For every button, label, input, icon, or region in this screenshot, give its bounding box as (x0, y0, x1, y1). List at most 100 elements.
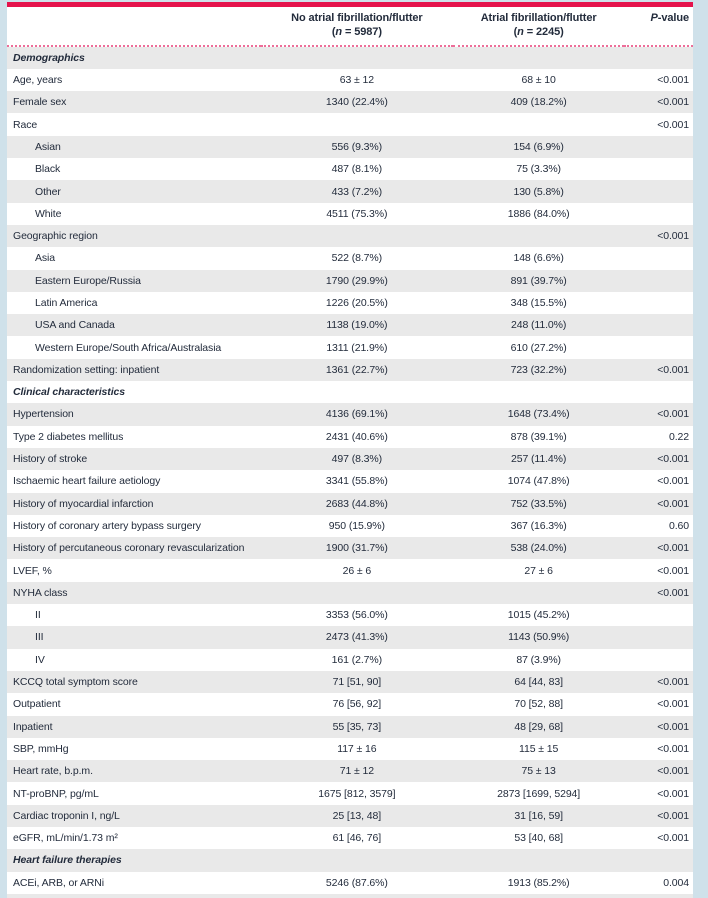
row-label: History of coronary artery bypass surger… (13, 519, 201, 532)
row-label: Eastern Europe/Russia (35, 274, 141, 287)
p-value (624, 604, 693, 626)
row-label: Female sex (13, 96, 67, 109)
p-value: <0.001 (657, 742, 689, 755)
value-af: 2873 [1699, 5294] (497, 787, 581, 800)
table-row: Cardiac troponin I, ng/L 25 [13, 48] 31 [1… (7, 804, 693, 827)
row-label: Ischaemic heart failure aetiology (13, 475, 161, 488)
p-value (624, 314, 693, 336)
row-label: Heart failure therapies (13, 854, 122, 867)
table-row: Geographic region <0.001 (7, 224, 693, 248)
value-af (453, 381, 625, 403)
row-label: Latin America (35, 297, 98, 309)
table-row: Age, years 63 ± 12 68 ± 10 <0.001 (7, 69, 693, 91)
value-af: 1648 (73.4%) (507, 408, 570, 421)
p-value: <0.001 (657, 698, 689, 711)
value-af: 154 (6.9%) (513, 140, 564, 153)
row-label: ACEi, ARB, or ARNi (13, 876, 104, 889)
row-label: LVEF, % (13, 564, 52, 577)
value-no-af: 71 ± 12 (339, 765, 374, 778)
value-af: 248 (11.0%) (510, 319, 567, 332)
row-label: Outpatient (13, 698, 61, 711)
p-value: <0.001 (657, 475, 689, 488)
p-value (624, 292, 693, 314)
table-row: Asian 556 (9.3%) 154 (6.9%) (7, 135, 693, 159)
table-row: Black 487 (8.1%) 75 (3.3%) (7, 158, 693, 180)
p-value (624, 849, 693, 871)
table-row: NYHA class <0.001 (7, 581, 693, 605)
table-row: eGFR, mL/min/1.73 m² 61 [46, 76] 53 [40, 6… (7, 827, 693, 849)
table-row: II 3353 (56.0%) 1015 (45.2%) (7, 604, 693, 626)
value-af: 1913 (85.2%) (507, 876, 570, 889)
value-no-af: 61 [46, 76] (332, 832, 382, 845)
p-value: <0.001 (657, 787, 689, 800)
value-no-af: 1790 (29.9%) (325, 274, 388, 287)
value-af: 891 (39.7%) (510, 274, 567, 287)
row-label: Western Europe/South Africa/Australasia (35, 341, 222, 354)
p-value (624, 180, 693, 202)
table-row: IV 161 (2.7%) 87 (3.9%) (7, 649, 693, 671)
row-label: History of percutaneous coronary revascu… (13, 542, 245, 555)
row-label: II (35, 609, 41, 622)
data-table: No atrial fibrillation/flutter (n = 5987… (7, 7, 693, 894)
value-no-af: 5246 (87.6%) (325, 876, 388, 889)
value-af: 367 (16.3%) (510, 519, 567, 532)
value-no-af: 161 (2.7%) (331, 653, 383, 666)
row-label: KCCQ total symptom score (13, 676, 138, 689)
value-no-af: 1311 (21.9%) (326, 341, 388, 354)
value-no-af (261, 849, 453, 871)
value-no-af: 2431 (40.6%) (325, 430, 388, 443)
header-no-af-column: No atrial fibrillation/flutter (n = 5987… (260, 7, 453, 47)
table-row: Hypertension 4136 (69.1%) 1648 (73.4%) <0.0… (7, 403, 693, 426)
value-no-af: 117 ± 16 (337, 742, 377, 755)
value-af: 48 [29, 68] (514, 720, 563, 733)
value-no-af: 433 (7.2%) (331, 185, 383, 198)
table-row: Randomization setting: inpatient 1361 (22… (7, 358, 693, 382)
section-row: Clinical characteristics (7, 381, 693, 403)
value-af: 538 (24.0%) (510, 542, 567, 555)
table-row: Outpatient 76 [56, 92] 70 [52, 88] <0.001 (7, 693, 693, 715)
header-pvalue: P-value (624, 7, 693, 47)
value-af (453, 46, 625, 69)
value-af: 87 (3.9%) (516, 653, 561, 666)
baseline-characteristics-table: No atrial fibrillation/flutter (n = 5987… (7, 2, 693, 898)
p-value: <0.001 (657, 497, 689, 510)
header-af-column: Atrial fibrillation/flutter (n = 2245) (452, 7, 625, 47)
table-row: Heart rate, b.p.m. 71 ± 12 75 ± 13 <0.001 (7, 760, 693, 783)
table-row: III 2473 (41.3%) 1143 (50.9%) (7, 626, 693, 649)
p-value (624, 136, 693, 158)
table-row: Western Europe/South Africa/Australasia 1… (7, 336, 693, 358)
value-af: 610 (27.2%) (510, 341, 567, 354)
value-no-af: 2473 (41.3%) (325, 631, 388, 644)
header-af-n: (n = 2245) (513, 26, 564, 39)
value-af: 878 (39.1%) (510, 430, 567, 443)
table-row: White 4511 (75.3%) 1886 (84.0%) (7, 203, 693, 225)
value-af: 752 (33.5%) (510, 497, 567, 510)
row-label: NT-proBNP, pg/mL (13, 787, 99, 800)
row-label: Type 2 diabetes mellitus (13, 430, 124, 443)
row-label: Black (35, 163, 61, 176)
value-no-af: 3341 (55.8%) (325, 475, 388, 488)
row-label: Cardiac troponin I, ng/L (13, 809, 120, 822)
row-label: White (35, 207, 62, 220)
p-value: <0.001 (657, 408, 689, 421)
value-no-af: 487 (8.1%) (331, 163, 383, 176)
value-no-af: 1340 (22.4%) (325, 96, 388, 109)
value-af: 1886 (84.0%) (507, 207, 570, 220)
row-label: Clinical characteristics (13, 386, 125, 399)
row-label: IV (35, 653, 45, 666)
row-label: III (35, 631, 44, 644)
value-no-af: 1900 (31.7%) (325, 542, 388, 555)
row-label: Randomization setting: inpatient (13, 363, 160, 376)
p-value: <0.001 (657, 832, 689, 845)
p-value: <0.001 (657, 586, 689, 599)
p-value (624, 649, 693, 671)
p-value: 0.004 (663, 876, 689, 889)
p-value: <0.001 (657, 809, 689, 822)
row-label: Inpatient (13, 720, 53, 733)
value-no-af: 1675 [812, 3579] (318, 787, 396, 800)
table-row: History of coronary artery bypass surger… (7, 515, 693, 537)
p-value: <0.001 (657, 453, 689, 466)
row-label: Other (35, 185, 61, 198)
value-af: 257 (11.4%) (510, 453, 567, 466)
value-no-af (261, 225, 453, 247)
